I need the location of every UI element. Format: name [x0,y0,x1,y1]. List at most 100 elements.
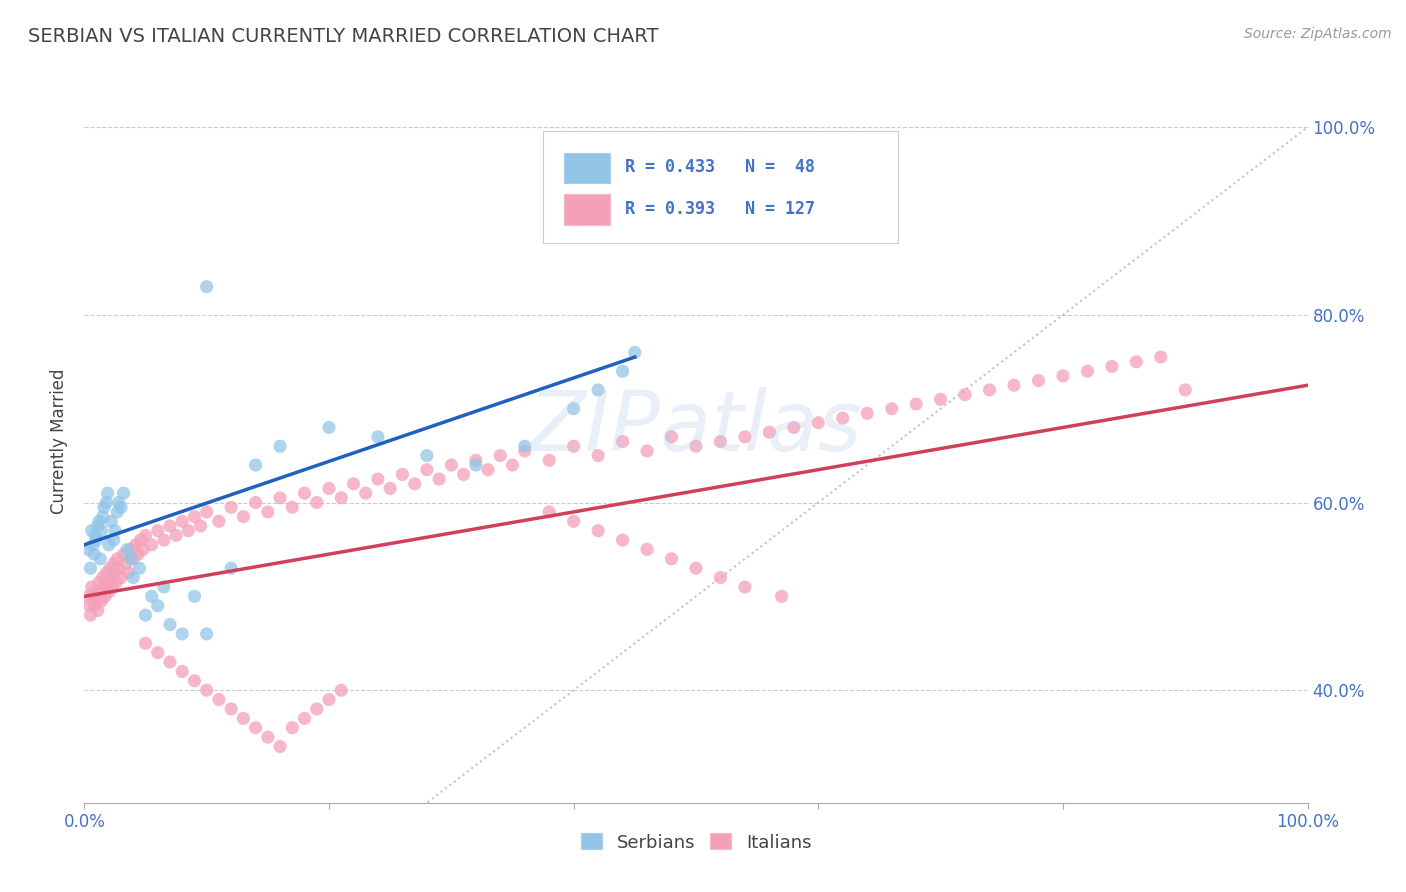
Point [1002,378,1025,392]
Point [1076,364,1098,378]
Point [146,524,169,538]
Point [172,627,194,641]
Point [100,514,122,528]
Point [294,711,316,725]
Point [880,401,903,416]
Point [128,561,150,575]
Point [404,476,426,491]
Point [105,575,128,590]
Point [107,561,129,575]
Point [146,599,169,613]
Text: R = 0.433   N =  48: R = 0.433 N = 48 [626,158,815,176]
Point [104,524,127,538]
Point [195,683,218,698]
Point [103,533,125,547]
Point [612,364,634,378]
Point [477,463,499,477]
Point [115,542,138,557]
Point [104,566,127,580]
Point [79,561,101,575]
Point [93,500,115,515]
Point [79,608,101,623]
Point [105,551,128,566]
Point [84,528,107,542]
Point [1125,355,1147,369]
Point [87,575,110,590]
Text: SERBIAN VS ITALIAN CURRENTLY MARRIED CORRELATION CHART: SERBIAN VS ITALIAN CURRENTLY MARRIED COR… [28,27,658,45]
Point [80,524,103,538]
Point [100,571,122,585]
Point [77,599,100,613]
Point [77,590,100,604]
Point [80,580,103,594]
Point [183,590,205,604]
Point [612,434,634,449]
Point [281,500,304,515]
Text: ZIPatlas: ZIPatlas [529,386,863,467]
Point [257,505,280,519]
Point [208,514,231,528]
Point [98,561,121,575]
Point [538,505,561,519]
Point [440,458,463,472]
Point [97,486,120,500]
Point [783,420,806,434]
Point [208,692,231,706]
Legend: Serbians, Italians: Serbians, Italians [574,826,818,859]
Point [502,458,524,472]
Point [86,533,108,547]
Point [453,467,475,482]
Point [97,538,120,552]
Point [112,547,135,561]
Point [305,702,328,716]
Point [636,444,658,458]
Point [269,491,291,505]
Point [342,476,364,491]
Point [135,608,157,623]
Point [120,551,142,566]
Point [709,434,731,449]
Point [96,566,118,580]
Point [612,533,634,547]
Point [513,444,536,458]
Point [122,551,145,566]
Point [245,458,267,472]
Point [127,547,149,561]
Point [354,486,377,500]
Point [685,439,707,453]
Point [86,594,108,608]
Point [758,425,780,439]
Point [190,519,212,533]
Point [318,482,340,496]
Point [159,655,181,669]
Bar [564,194,610,225]
Point [294,486,316,500]
Point [586,524,609,538]
Point [219,500,242,515]
Point [367,472,389,486]
Point [464,458,486,472]
Point [110,500,132,515]
Point [979,383,1001,397]
Point [219,561,242,575]
Point [183,673,205,688]
Point [141,590,163,604]
Point [84,584,107,599]
Point [807,416,830,430]
Text: Source: ZipAtlas.com: Source: ZipAtlas.com [1244,27,1392,41]
Point [416,449,439,463]
Point [117,566,139,580]
Point [330,491,353,505]
Point [219,702,242,716]
Point [115,557,138,571]
Point [90,594,112,608]
Point [122,571,145,585]
Point [685,561,707,575]
Point [141,538,163,552]
Point [953,387,976,401]
Point [489,449,512,463]
Point [135,528,157,542]
Point [153,533,176,547]
Point [89,551,111,566]
Point [107,495,129,509]
